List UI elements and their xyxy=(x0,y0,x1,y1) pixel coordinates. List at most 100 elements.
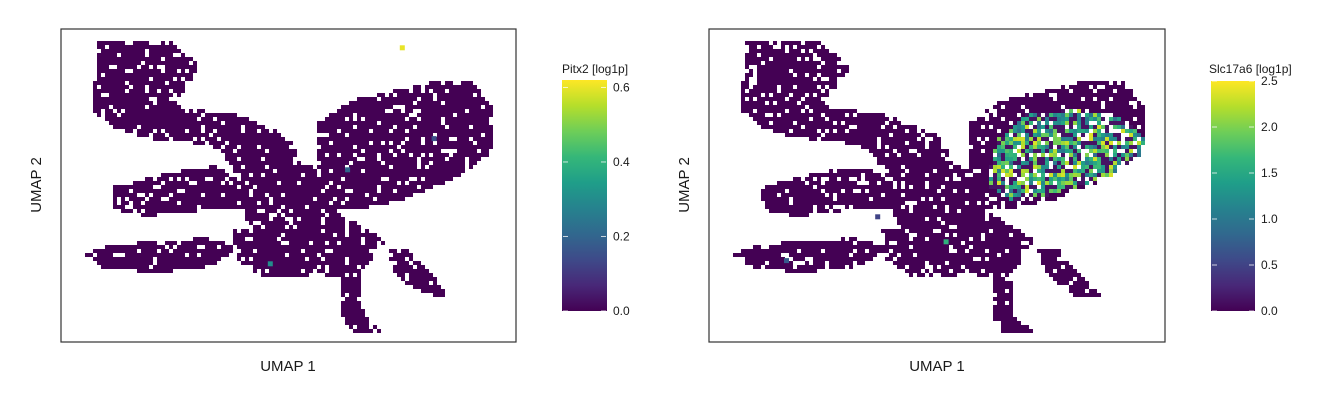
cell-point xyxy=(325,217,329,221)
cell-point xyxy=(1037,93,1041,97)
cell-point xyxy=(265,229,269,233)
cell-point xyxy=(341,185,345,189)
cell-point xyxy=(473,157,477,161)
expressing-cell-point xyxy=(399,45,405,51)
cell-point xyxy=(213,125,217,129)
cell-point xyxy=(473,125,477,129)
cell-point xyxy=(469,93,473,97)
cell-point xyxy=(1013,157,1017,161)
cell-point xyxy=(1069,181,1073,185)
cell-point xyxy=(313,205,317,209)
cell-point xyxy=(365,169,369,173)
cell-point xyxy=(1017,101,1021,105)
cell-point xyxy=(333,165,337,169)
cell-point xyxy=(757,101,761,105)
cell-point xyxy=(1133,137,1137,141)
cell-point xyxy=(385,201,389,205)
cell-point xyxy=(173,253,177,257)
cell-point xyxy=(853,205,857,209)
cell-point xyxy=(197,121,201,125)
cell-point xyxy=(277,217,281,221)
cell-point xyxy=(933,177,937,181)
cell-point xyxy=(773,93,777,97)
cell-point xyxy=(337,177,341,181)
cell-point xyxy=(289,253,293,257)
cell-point xyxy=(905,153,909,157)
cell-point xyxy=(997,113,1001,117)
cell-point xyxy=(425,129,429,133)
cell-point xyxy=(761,77,765,81)
cell-point xyxy=(377,105,381,109)
cell-point xyxy=(93,257,97,261)
cell-point xyxy=(209,245,213,249)
cell-point xyxy=(261,245,265,249)
cell-point xyxy=(1029,97,1033,101)
cell-point xyxy=(813,181,817,185)
cell-point xyxy=(145,249,149,253)
cell-point xyxy=(1061,165,1065,169)
cell-point xyxy=(301,205,305,209)
cell-point xyxy=(129,65,133,69)
cell-point xyxy=(105,261,109,265)
cell-point xyxy=(265,265,269,269)
cell-point xyxy=(1137,105,1141,109)
cell-point xyxy=(109,121,113,125)
cell-point xyxy=(97,41,101,45)
cell-point xyxy=(1069,185,1073,189)
cell-point xyxy=(401,113,405,117)
cell-point xyxy=(1013,201,1017,205)
cell-point xyxy=(1017,193,1021,197)
cell-point xyxy=(1025,201,1029,205)
cell-point xyxy=(1041,117,1045,121)
cell-point xyxy=(1025,125,1029,129)
cell-point xyxy=(849,133,853,137)
cell-point xyxy=(1117,101,1121,105)
cell-point xyxy=(821,57,825,61)
cell-point xyxy=(241,241,245,245)
cell-point xyxy=(353,253,357,257)
cell-point xyxy=(881,205,885,209)
cell-point xyxy=(829,181,833,185)
cell-point xyxy=(133,257,137,261)
cell-point xyxy=(1057,169,1061,173)
cell-point xyxy=(1029,141,1033,145)
cell-point xyxy=(1053,121,1057,125)
cell-point xyxy=(321,145,325,149)
cell-point xyxy=(1045,161,1049,165)
cell-point xyxy=(1105,81,1109,85)
cell-point xyxy=(1053,101,1057,105)
cell-point xyxy=(1065,169,1069,173)
cell-point xyxy=(441,177,445,181)
cell-point xyxy=(241,185,245,189)
cell-point xyxy=(993,117,997,121)
cell-point xyxy=(769,193,773,197)
cell-point xyxy=(133,205,137,209)
cell-point xyxy=(401,189,405,193)
cell-point xyxy=(237,141,241,145)
cell-point xyxy=(353,249,357,253)
cell-point xyxy=(209,125,213,129)
cell-point xyxy=(229,121,233,125)
cell-point xyxy=(881,129,885,133)
cell-point xyxy=(425,273,429,277)
cell-point xyxy=(309,229,313,233)
cell-point xyxy=(229,201,233,205)
cell-point xyxy=(229,125,233,129)
cell-point xyxy=(369,157,373,161)
cell-point xyxy=(829,205,833,209)
cell-point xyxy=(129,49,133,53)
cell-point xyxy=(781,189,785,193)
cell-point xyxy=(269,273,273,277)
cell-point xyxy=(265,197,269,201)
cell-point xyxy=(249,145,253,149)
cell-point xyxy=(1041,189,1045,193)
cell-point xyxy=(149,113,153,117)
cell-point xyxy=(1081,177,1085,181)
cell-point xyxy=(357,109,361,113)
cell-point xyxy=(121,265,125,269)
cell-point xyxy=(1013,137,1017,141)
cell-point xyxy=(301,237,305,241)
cell-point xyxy=(1069,117,1073,121)
cell-point xyxy=(433,113,437,117)
cell-point xyxy=(837,113,841,117)
